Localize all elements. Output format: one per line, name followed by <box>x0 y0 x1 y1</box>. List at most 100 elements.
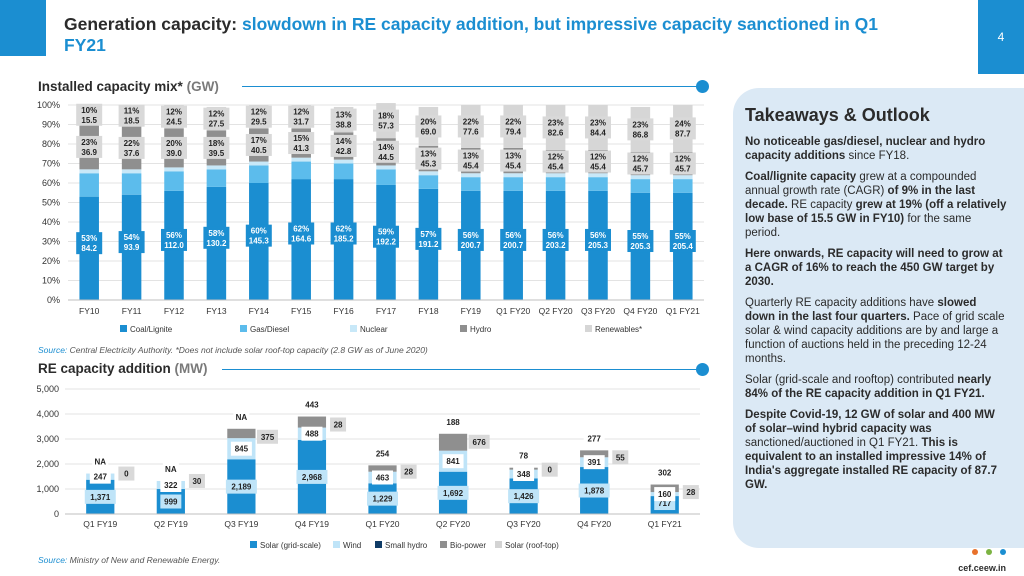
chart1-ytick-label: 50% <box>42 198 60 208</box>
page-title: Generation capacity: slowdown in RE capa… <box>64 14 878 55</box>
chart1-legend-swatch <box>350 325 357 332</box>
chart1-share-label: 13% <box>336 111 352 120</box>
chart1-gw-label: 45.4 <box>548 163 564 172</box>
chart2-source: Source: Ministry of New and Renewable En… <box>38 555 221 565</box>
chart2-xtick-label: Q1 FY19 <box>83 519 117 529</box>
chart1-data-label-box <box>373 140 399 163</box>
chart1-bar-nuclear <box>673 175 693 180</box>
chart2-legend-swatch <box>333 541 340 548</box>
chart1-share-label: 13% <box>505 152 521 161</box>
chart1-data-label-box <box>76 232 103 255</box>
chart1-xtick-label: FY14 <box>249 306 270 316</box>
chart1-share-label: 54% <box>124 233 140 242</box>
chart1-share-label: 12% <box>590 153 606 162</box>
chart2-wind-label: 488 <box>305 430 319 439</box>
chart1-gw-label: 29.5 <box>251 118 267 127</box>
chart2-rooftop-label-box <box>541 462 558 477</box>
chart1-xtick-label: FY12 <box>164 306 185 316</box>
chart2-legend-label: Solar (roof-top) <box>505 541 559 550</box>
chart1-gw-label: 45.4 <box>463 162 479 171</box>
chart1-legend-label: Nuclear <box>360 325 388 334</box>
chart1-title: Installed capacity mix* (GW) <box>38 79 219 94</box>
chart2-rooftop-label: 55 <box>616 453 625 462</box>
chart1-share-label: 62% <box>293 225 309 234</box>
chart1-xtick-label: Q1 FY21 <box>666 306 700 316</box>
chart1-share-label: 17% <box>251 136 267 145</box>
chart1-gw-label: 39.0 <box>166 149 182 158</box>
chart1-share-label: 22% <box>463 117 479 126</box>
chart1-gw-label: 200.7 <box>461 241 482 250</box>
chart2-wind-label-box <box>89 469 111 484</box>
chart1-data-label-box <box>542 116 569 139</box>
chart1-bar-nuclear <box>249 161 269 166</box>
chart1-data-label-box <box>457 149 484 172</box>
chart1-title-rule <box>242 86 702 87</box>
chart1-data-label-box <box>627 118 654 141</box>
chart1-share-label: 12% <box>251 108 267 117</box>
chart1-xtick-label: FY13 <box>206 306 227 316</box>
chart1-legend-label: Hydro <box>470 325 492 334</box>
chart1-ytick-label: 10% <box>42 276 60 286</box>
chart1-share-label: 56% <box>505 231 521 240</box>
takeaway-1: No noticeable gas/diesel, nuclear and hy… <box>745 136 986 162</box>
chart1-bar-nuclear <box>503 173 523 178</box>
chart2-rooftop-label: 375 <box>261 433 275 442</box>
chart1-gw-label: 44.5 <box>378 153 394 162</box>
chart2-ytick-label: 3,000 <box>36 434 59 444</box>
chart2-rooftop-label-box <box>612 450 629 465</box>
chart1-share-label: 12% <box>208 110 224 119</box>
chart1-xtick-label: FY16 <box>333 306 354 316</box>
chart2-rooftop-label-box <box>682 485 699 500</box>
brand: cef.ceew.in <box>958 542 1006 573</box>
chart2-bio-label: 188 <box>446 418 460 427</box>
chart1-data-label-box <box>415 227 442 250</box>
chart1-bar-gas-diesel <box>673 179 693 193</box>
chart1-share-label: 14% <box>336 137 352 146</box>
chart1-xtick-label: FY15 <box>291 306 312 316</box>
chart2-solar-label-box <box>296 469 328 484</box>
chart1-data-label-box <box>585 150 611 173</box>
chart1-source: Source: Central Electricity Authority. *… <box>38 345 428 355</box>
chart1-gw-label: 31.7 <box>293 118 309 127</box>
chart2-xtick-label: Q2 FY19 <box>154 519 188 529</box>
chart1-gw-label: 57.3 <box>378 122 394 131</box>
chart1-bar-gas-diesel <box>545 177 566 191</box>
chart1-share-label: 12% <box>166 108 182 117</box>
chart1-bar-gas-diesel <box>418 175 439 189</box>
chart1-data-label-box <box>373 109 399 132</box>
chart1-xtick-label: Q2 FY20 <box>539 306 573 316</box>
chart1-gw-label: 40.5 <box>251 146 267 155</box>
chart1-share-label: 14% <box>378 143 394 152</box>
chart1-data-label-box <box>669 117 696 140</box>
chart2-xtick-label: Q2 FY20 <box>436 519 470 529</box>
chart1-share-label: 22% <box>505 117 521 126</box>
chart1-gw-label: 112.0 <box>164 241 184 250</box>
chart2-wind-label: 463 <box>376 473 390 482</box>
chart1-share-label: 13% <box>463 152 479 161</box>
chart2-solar-label: 2,189 <box>231 483 252 492</box>
chart1-gw-label: 41.3 <box>293 144 309 153</box>
left-accent-strip <box>0 0 46 56</box>
chart1-ytick-label: 70% <box>42 159 60 169</box>
chart1-legend-swatch <box>240 325 247 332</box>
chart2-ytick-label: 1,000 <box>36 484 59 494</box>
chart1-gw-label: 84.4 <box>590 128 606 137</box>
chart2-wind-label-box <box>583 455 605 470</box>
chart1-bar-gas-diesel <box>121 173 142 195</box>
chart1-ytick-label: 0% <box>47 295 60 305</box>
chart1-bar-nuclear <box>121 169 142 174</box>
chart2-wind-label-box <box>513 467 535 481</box>
chart1-data-label-box <box>627 152 654 175</box>
chart2-xtick-label: Q3 FY20 <box>507 519 541 529</box>
chart1-legend-label: Renewables* <box>595 325 642 334</box>
chart1-share-label: 18% <box>378 112 394 121</box>
chart1-share-label: 56% <box>166 231 182 240</box>
chart2-rooftop-label-box <box>330 417 347 432</box>
chart1-share-label: 11% <box>124 107 140 116</box>
chart1-gw-label: 38.8 <box>336 121 352 130</box>
chart1-gw-label: 185.2 <box>334 235 355 244</box>
brand-name: cef.ceew.in <box>958 563 1006 573</box>
chart2-rooftop-label: 28 <box>686 488 695 497</box>
chart1-bar-nuclear <box>79 169 99 174</box>
chart1-gw-label: 45.4 <box>590 163 606 172</box>
